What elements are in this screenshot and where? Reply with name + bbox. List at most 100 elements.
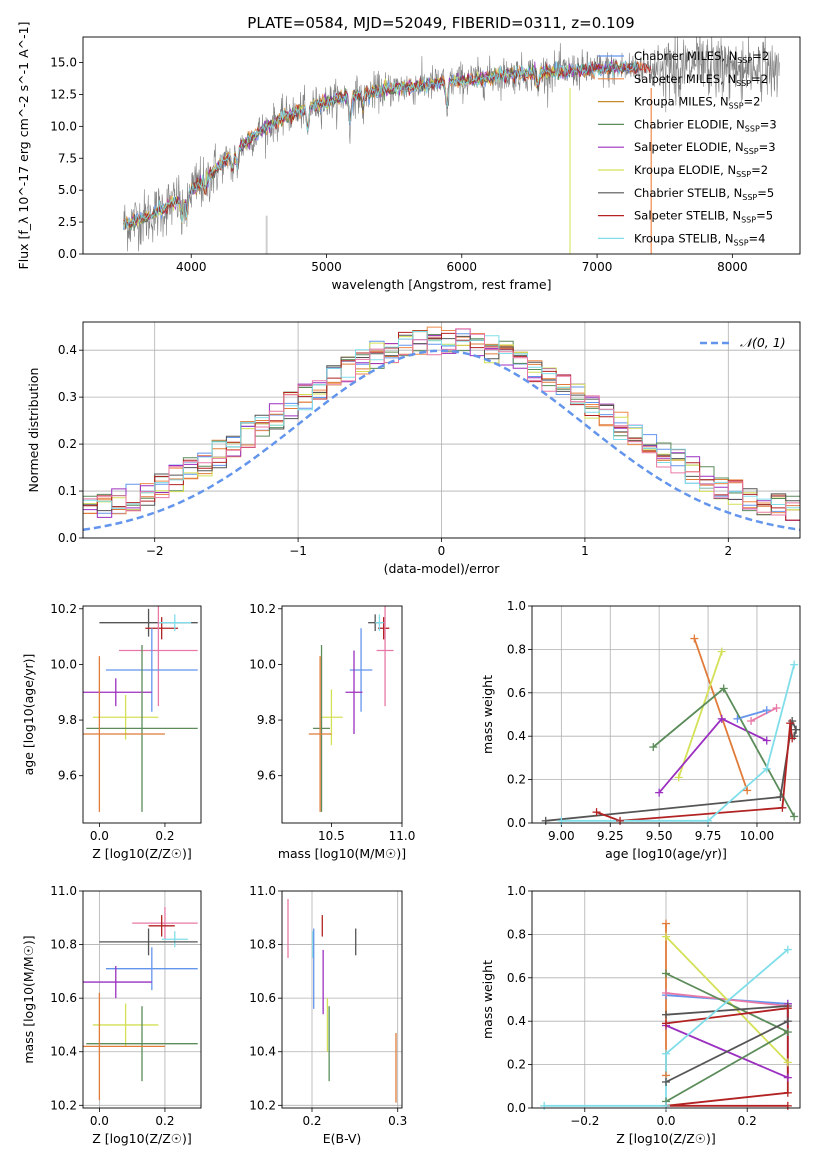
normal-curve (83, 349, 800, 532)
y-tick-label: 9.6 (58, 769, 77, 783)
axes-frame (82, 321, 801, 539)
legend-value: =3 (759, 140, 776, 154)
x-tick-label: 9.50 (646, 829, 673, 843)
axes-frame (281, 605, 403, 824)
y-tick-label: 11.0 (249, 884, 276, 898)
panel-weight-vs-Z: −0.2 0.0 0.2 0.0 0.2 0.4 0.6 0.8 1.0 Z [log10(Z/Z… (480, 884, 801, 1146)
y-tick-label: 5.0 (58, 183, 77, 197)
weight-line-8 (561, 664, 795, 822)
x-tick-label: 4000 (176, 260, 207, 274)
x-axis-label: age [log10(age/yr)] (605, 846, 727, 861)
y-tick-label: 0.8 (507, 927, 526, 941)
legend-value: =2 (744, 95, 761, 109)
histogram-series-9 (83, 328, 800, 538)
x-tick-label: 0.3 (388, 1114, 407, 1128)
x-axis-label: Z [log10(Z/Z☉)] (616, 1131, 716, 1146)
y-axis-label: mass weight (480, 675, 495, 754)
y-tick-label: 10.0 (50, 657, 77, 671)
x-axis-label: wavelength [Angstrom, rest frame] (331, 277, 551, 292)
panel-mass-vs-Z: 0.0 0.2 10.2 10.4 10.6 10.8 11.0 Z [log10(Z/Z☉)… (21, 884, 202, 1146)
x-tick-label: −0.2 (570, 1114, 599, 1128)
legend-subscript: SSP (745, 124, 760, 133)
plot-area (83, 606, 198, 812)
plot-area (532, 606, 800, 823)
y-tick-label: 0.1 (58, 484, 77, 498)
legend-value: =2 (752, 49, 769, 63)
x-tick-label: 0.0 (90, 1114, 109, 1128)
y-tick-label: 9.8 (58, 713, 77, 727)
y-tick-label: 0.2 (507, 1058, 526, 1072)
model-line-8 (123, 61, 639, 229)
weight-line-3 (677, 651, 723, 778)
legend-label: Chabrier ELODIE, NSSP=3 (634, 117, 777, 133)
model-line-7 (123, 60, 651, 229)
y-tick-label: 0.6 (507, 686, 526, 700)
model-line-4 (123, 59, 639, 228)
x-tick-label: 0.0 (90, 829, 109, 843)
panel-weight-vs-age: 9.00 9.25 9.50 9.75 10.00 0.0 0.2 0.4 0.6 0.8 1.0 a… (480, 599, 801, 861)
legend-subscript: SSP (741, 216, 756, 225)
spectrum-data-line (123, 37, 780, 252)
y-axis-label: mass weight (480, 960, 495, 1039)
x-tick-label: 0.2 (738, 1114, 757, 1128)
legend-label: Chabrier STELIB, NSSP=5 (634, 186, 774, 202)
axes-frame (82, 605, 202, 824)
plot-area (83, 322, 800, 538)
legend-label: Kroupa STELIB, NSSP=4 (634, 231, 765, 247)
legend-value: =5 (757, 186, 774, 200)
weight-line-4 (658, 717, 768, 794)
y-tick-label: 0.8 (507, 642, 526, 656)
legend-label: Chabrier MILES, NSSP=2 (634, 49, 769, 65)
y-tick-label: 0.0 (507, 816, 526, 830)
y-tick-label: 0.4 (58, 343, 77, 357)
plot-area (308, 606, 394, 812)
y-tick-label: 0.0 (507, 1101, 526, 1115)
x-axis-label: (data-model)/error (384, 561, 501, 576)
plot-area (282, 891, 402, 1108)
y-tick-label: 1.0 (507, 884, 526, 898)
y-axis-label: Normed distribution (26, 368, 41, 493)
y-tick-label: 10.2 (50, 602, 77, 616)
y-tick-label: 10.8 (50, 938, 77, 952)
legend-subscript: SSP (736, 170, 751, 179)
axes-frame (82, 890, 202, 1109)
panel-residual-distribution: −2 −1 0 1 2 0.0 0.1 0.2 0.3 0.4 (data-model)/error… (26, 321, 801, 576)
x-tick-label: 0 (438, 544, 446, 558)
y-tick-label: 12.5 (50, 87, 77, 101)
axes-frame (531, 890, 801, 1109)
histogram-series-6 (83, 334, 800, 538)
spectrum-legend: Chabrier MILES, NSSP=2 Salpeter MILES, NS… (598, 49, 777, 247)
y-axis-label: age [log10(age/yr)] (21, 654, 36, 776)
y-tick-label: 0.6 (507, 971, 526, 985)
model-line-2 (123, 61, 639, 229)
x-tick-label: 0.2 (155, 829, 174, 843)
x-axis-label: Z [log10(Z/Z☉)] (92, 1131, 192, 1146)
y-tick-label: 0.4 (507, 729, 526, 743)
x-tick-label: 10.5 (318, 829, 345, 843)
x-tick-label: 7000 (582, 260, 613, 274)
panel-age-vs-Z: 0.0 0.2 9.6 9.8 10.0 10.2 Z [log10(Z/Z☉)] age [… (21, 602, 202, 861)
legend-subscript: SSP (734, 238, 749, 247)
weight-line-2 (750, 707, 777, 722)
x-tick-label: 1 (581, 544, 589, 558)
legend-label: 𝒩(0, 1) (740, 335, 786, 350)
legend-label: Salpeter MILES, NSSP=2 (634, 72, 768, 88)
panel-age-vs-mass: 10.5 11.0 9.6 9.8 10.0 10.2 mass [log10(M/M☉)] (249, 602, 415, 861)
panel-mass-vs-ebv: 0.2 0.3 10.2 10.4 10.6 10.8 11.0 E(B-V) (249, 884, 407, 1146)
y-tick-label: 0.0 (58, 531, 77, 545)
y-tick-label: 10.6 (50, 991, 77, 1005)
y-tick-label: 10.6 (249, 991, 276, 1005)
y-tick-label: 10.2 (249, 1098, 276, 1112)
y-axis-label: Flux [f_λ 10^-17 erg cm^-2 s^-1 A^-1] (16, 22, 31, 270)
x-tick-label: −1 (289, 544, 307, 558)
axes-frame (281, 890, 403, 1109)
x-tick-label: 6000 (447, 260, 478, 274)
legend-label: Salpeter ELODIE, NSSP=3 (634, 140, 776, 156)
legend-value: =4 (749, 231, 766, 245)
y-tick-label: 10.4 (50, 1045, 77, 1059)
legend-value: =5 (756, 209, 773, 223)
weight-line-0 (693, 638, 749, 791)
y-tick-label: 0.3 (58, 390, 77, 404)
x-tick-label: 9.00 (548, 829, 575, 843)
